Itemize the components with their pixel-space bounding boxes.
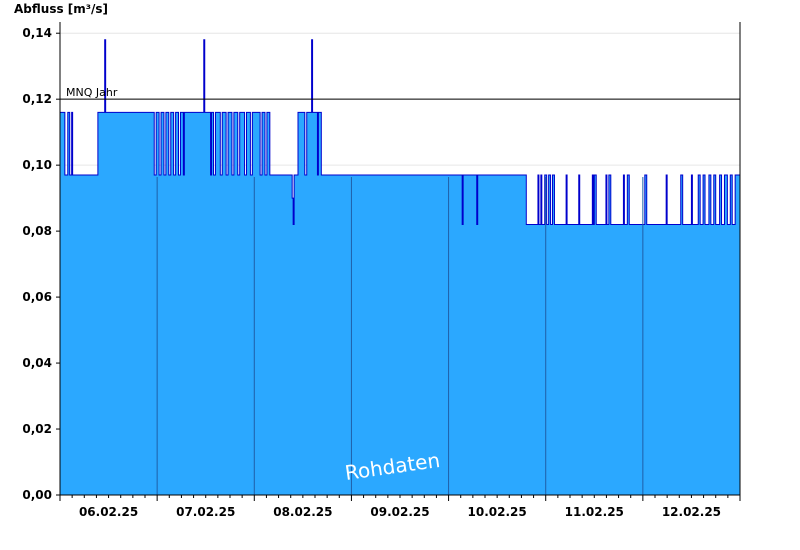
x-tick-label-6: 12.02.25 bbox=[662, 505, 721, 519]
y-tick-label-1: 0,02 bbox=[22, 422, 52, 436]
y-tick-label-2: 0,04 bbox=[22, 356, 52, 370]
y-tick-label-6: 0,12 bbox=[22, 92, 52, 106]
x-tick-label-5: 11.02.25 bbox=[565, 505, 624, 519]
series-area bbox=[60, 39, 740, 496]
reference-line-group: MNQ Jahr bbox=[60, 86, 740, 100]
x-tick-label-2: 08.02.25 bbox=[273, 505, 332, 519]
x-axis-ticks: 06.02.25 07.02.25 08.02.25 09.02.25 10.02.25… bbox=[59, 495, 741, 519]
x-tick-label-1: 07.02.25 bbox=[176, 505, 235, 519]
y-axis-title: Abfluss [m³/s] bbox=[14, 2, 108, 16]
x-tick-label-0: 06.02.25 bbox=[79, 505, 138, 519]
y-tick-label-7: 0,14 bbox=[22, 26, 52, 40]
y-axis-ticks: 0,00 0,02 0,04 0,06 0,08 0,10 0,12 0,14 bbox=[22, 26, 60, 502]
y-tick-label-3: 0,06 bbox=[22, 290, 52, 304]
mnq-reference-label: MNQ Jahr bbox=[66, 86, 118, 99]
day-dividers bbox=[156, 177, 644, 495]
x-tick-label-4: 10.02.25 bbox=[468, 505, 527, 519]
y-tick-label-4: 0,08 bbox=[22, 224, 52, 238]
series-line bbox=[60, 39, 740, 226]
y-tick-label-0: 0,00 bbox=[22, 488, 52, 502]
y-tick-label-5: 0,10 bbox=[22, 158, 52, 172]
series-fill bbox=[60, 39, 740, 496]
x-tick-label-3: 09.02.25 bbox=[370, 505, 429, 519]
